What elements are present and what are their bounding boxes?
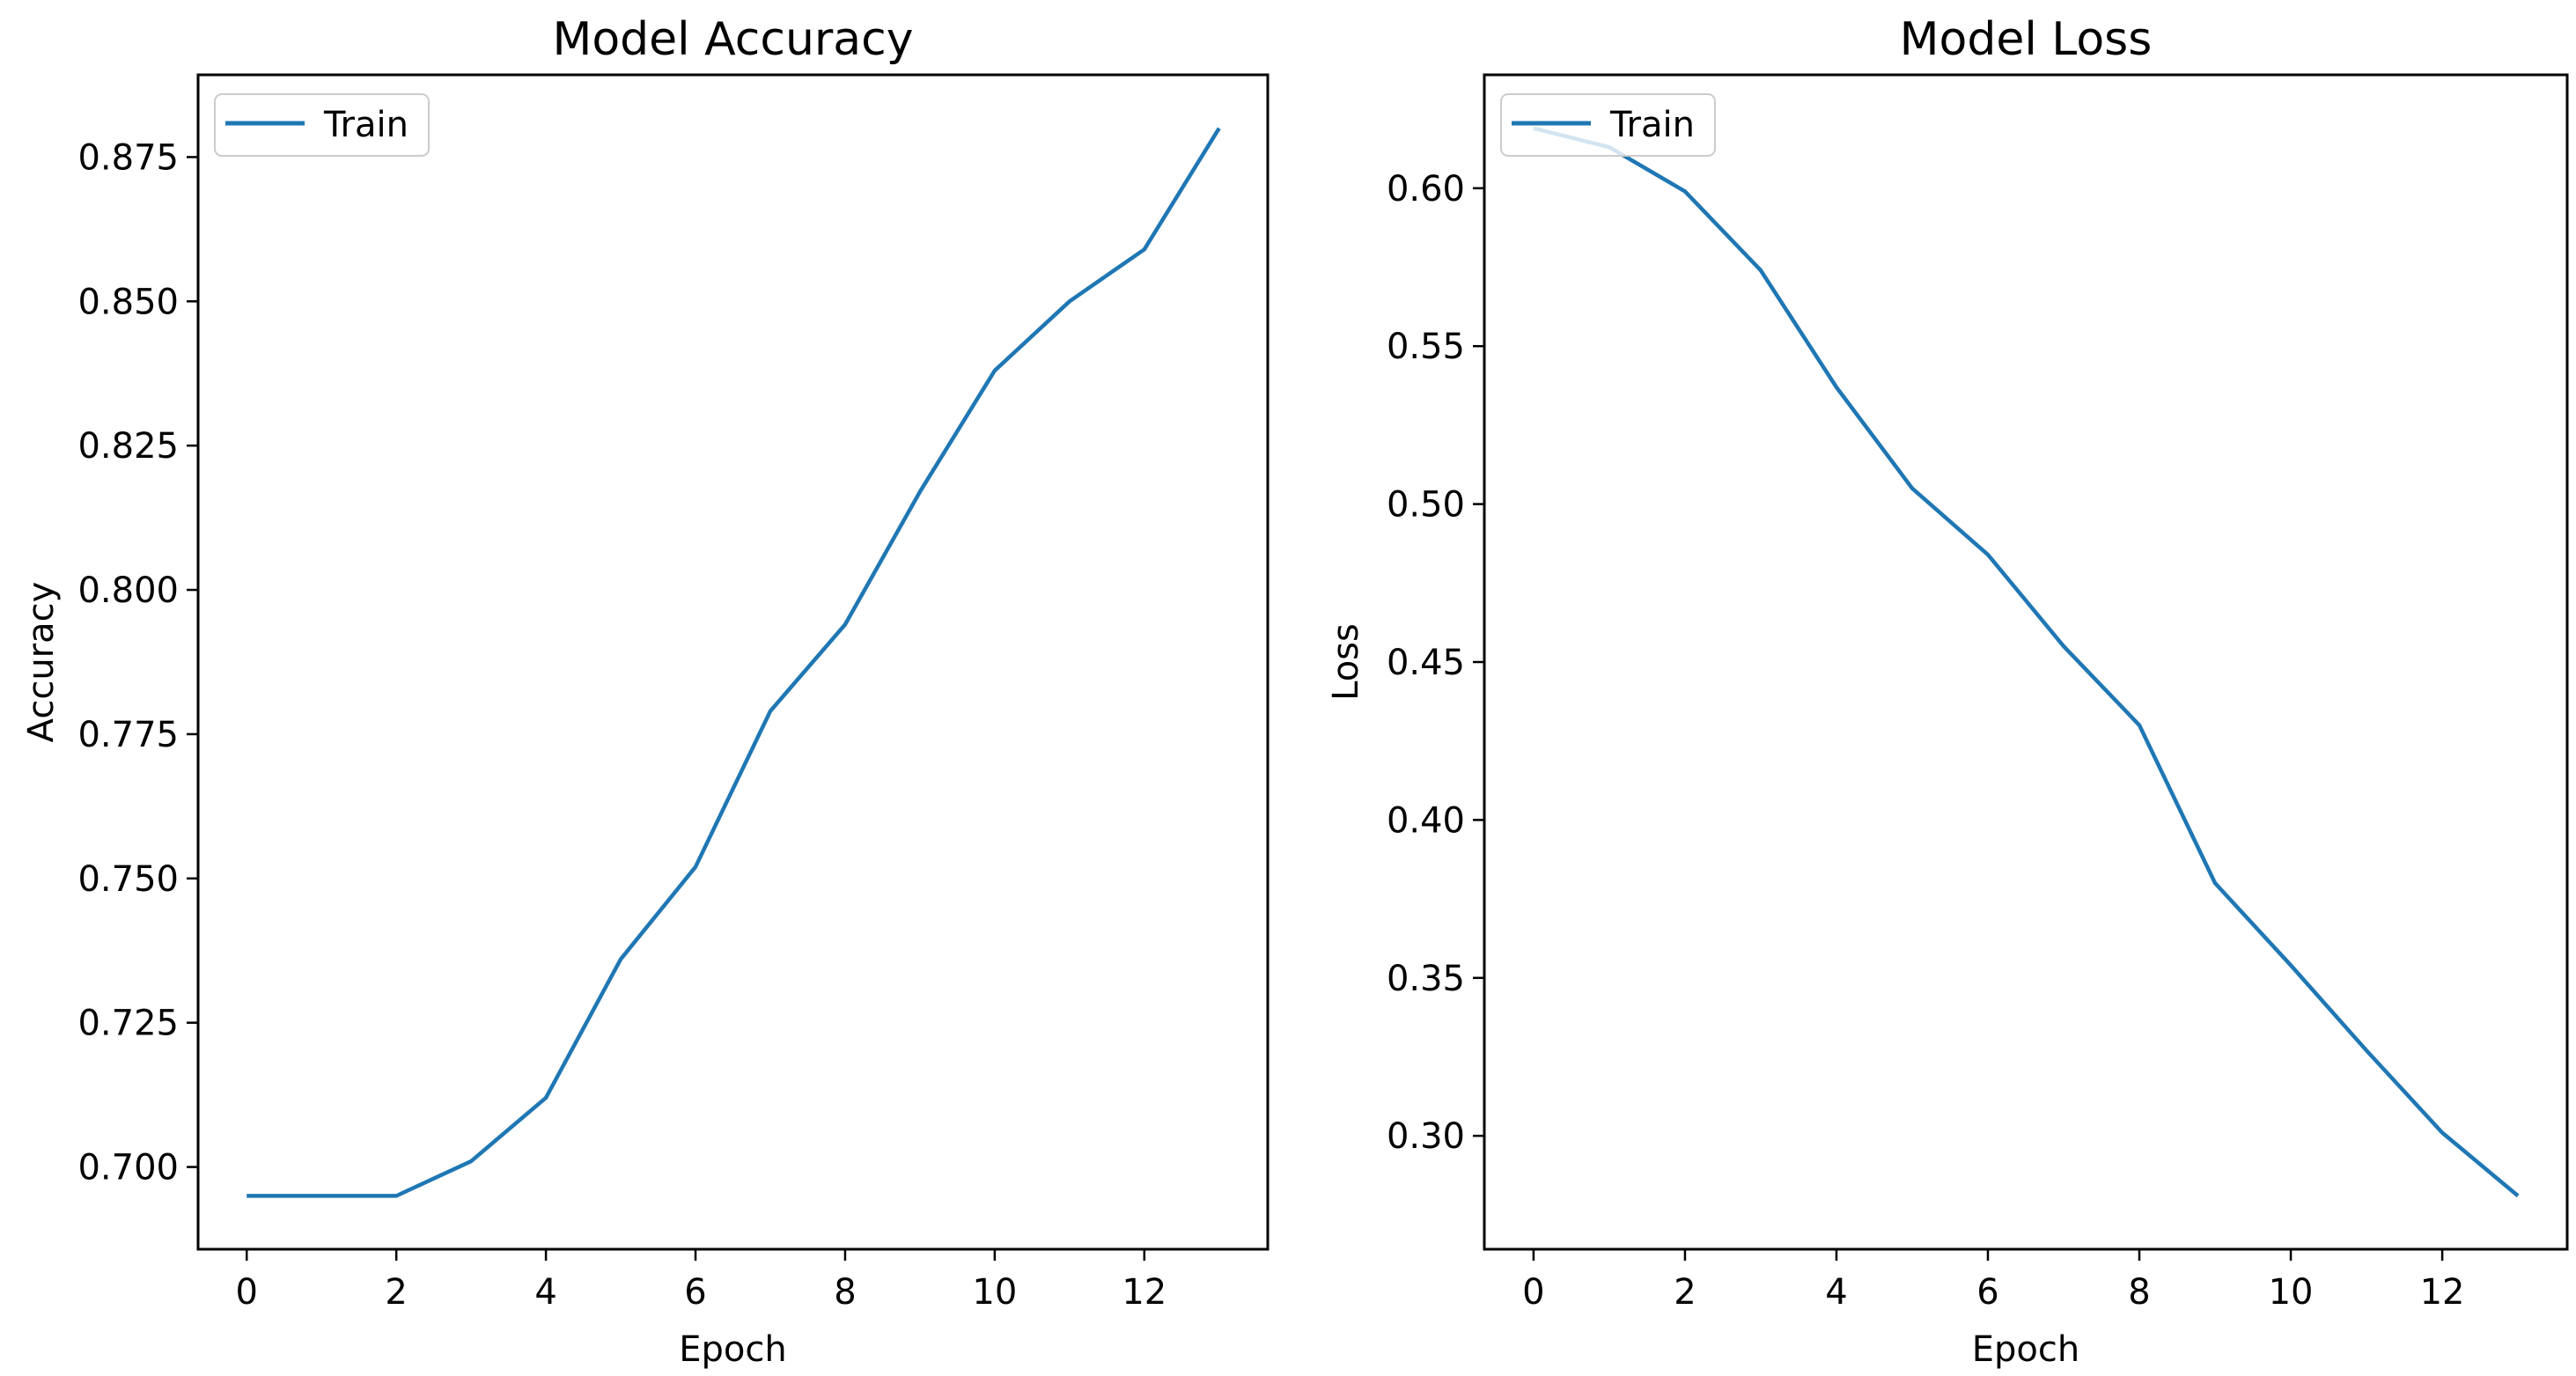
y-axis-label: Loss xyxy=(1326,623,1366,701)
x-tick-label: 4 xyxy=(1825,1272,1847,1313)
axes-spines xyxy=(1483,73,2569,1251)
loss-train-line xyxy=(1533,126,2520,1198)
y-tick-label: 0.800 xyxy=(77,570,179,611)
y-tick-label: 0.700 xyxy=(77,1148,179,1188)
x-tick-label: 12 xyxy=(2420,1272,2465,1313)
chart-title: Model Loss xyxy=(1900,13,2153,66)
accuracy-train-line xyxy=(247,127,1221,1198)
x-tick-label: 4 xyxy=(534,1272,556,1313)
legend: Train xyxy=(1500,93,1716,157)
legend-box xyxy=(1500,93,1716,157)
y-tick-label: 0.60 xyxy=(1387,169,1465,210)
chart-accuracy: 0 2 4 6 8 10 12 0.700 0.725 0.750 0.775 0.800 0.825 0… xyxy=(21,13,1270,1370)
chart-loss: 0 2 4 6 8 10 12 0.30 0.35 0.40 0.45 0.50 0.55 0.60 Tra… xyxy=(1326,13,2569,1370)
y-tick-label: 0.40 xyxy=(1387,800,1465,841)
x-tick-label: 12 xyxy=(1122,1272,1167,1313)
x-axis-label: Epoch xyxy=(679,1329,786,1370)
legend: Train xyxy=(214,93,430,157)
x-tick-label: 2 xyxy=(385,1272,407,1313)
y-tick-label: 0.45 xyxy=(1387,643,1465,683)
x-tick-label: 10 xyxy=(972,1272,1017,1313)
y-tick-label: 0.35 xyxy=(1387,959,1465,999)
x-tick-label: 0 xyxy=(1522,1272,1544,1313)
y-tick-label: 0.775 xyxy=(77,715,179,755)
y-tick-label: 0.30 xyxy=(1387,1116,1465,1157)
y-tick-label: 0.850 xyxy=(77,282,179,322)
y-tick-label: 0.825 xyxy=(77,426,179,467)
x-tick-label: 8 xyxy=(834,1272,856,1313)
y-axis-label: Accuracy xyxy=(21,582,62,743)
x-tick-label: 6 xyxy=(684,1272,706,1313)
y-tick-label: 0.55 xyxy=(1387,327,1465,367)
axes-spines xyxy=(196,73,1270,1251)
x-tick-label: 10 xyxy=(2269,1272,2314,1313)
legend-label: Train xyxy=(1609,105,1695,145)
y-tick-label: 0.50 xyxy=(1387,485,1465,526)
x-tick-label: 2 xyxy=(1674,1272,1696,1313)
x-tick-label: 8 xyxy=(2128,1272,2150,1313)
chart-title: Model Accuracy xyxy=(552,13,913,66)
x-tick-label: 0 xyxy=(236,1272,258,1313)
y-tick-label: 0.875 xyxy=(77,137,179,178)
y-tick-label: 0.750 xyxy=(77,859,179,900)
legend-box xyxy=(214,93,430,157)
legend-label: Train xyxy=(323,105,408,145)
x-tick-label: 6 xyxy=(1976,1272,1998,1313)
y-tick-label: 0.725 xyxy=(77,1004,179,1044)
x-axis-label: Epoch xyxy=(1972,1329,2079,1370)
